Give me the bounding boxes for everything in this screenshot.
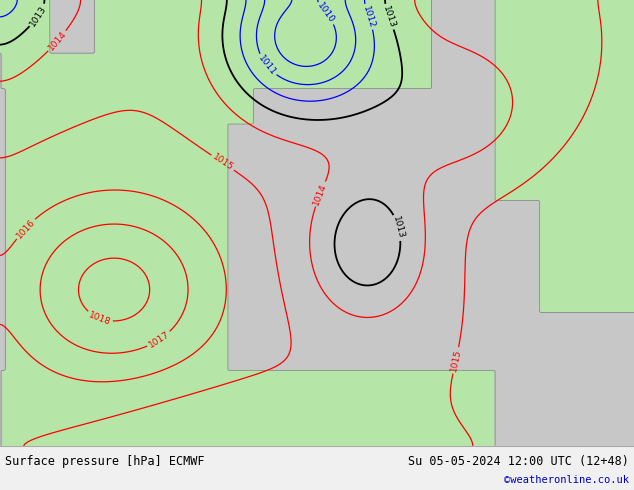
Text: Su 05-05-2024 12:00 UTC (12+48): Su 05-05-2024 12:00 UTC (12+48)	[408, 455, 629, 468]
Text: 1015: 1015	[449, 348, 463, 372]
Text: 1010: 1010	[316, 1, 337, 25]
Text: 1013: 1013	[381, 4, 397, 29]
Text: 1018: 1018	[87, 310, 112, 327]
Text: 1014: 1014	[46, 29, 68, 52]
Text: 1013: 1013	[391, 215, 406, 240]
Text: 1012: 1012	[361, 4, 377, 29]
Text: 1014: 1014	[312, 182, 328, 206]
Text: 1016: 1016	[15, 217, 37, 240]
Text: 1017: 1017	[147, 330, 171, 350]
Text: 1011: 1011	[256, 53, 278, 77]
Text: 1013: 1013	[28, 4, 48, 28]
Text: ©weatheronline.co.uk: ©weatheronline.co.uk	[504, 475, 629, 485]
Text: Surface pressure [hPa] ECMWF: Surface pressure [hPa] ECMWF	[5, 455, 205, 468]
Text: 1015: 1015	[210, 152, 235, 173]
